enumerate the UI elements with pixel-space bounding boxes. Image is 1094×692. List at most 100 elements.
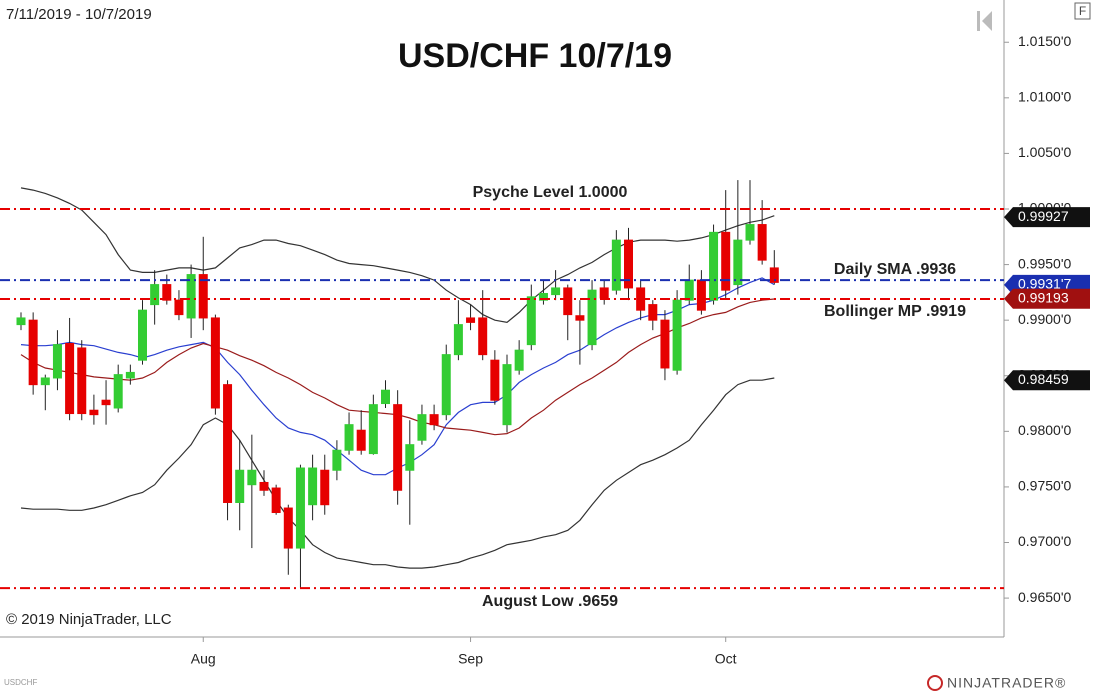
candle-body xyxy=(733,239,743,286)
candle-body xyxy=(52,344,62,379)
candle-body xyxy=(235,469,245,503)
candle-body xyxy=(441,354,451,416)
candle xyxy=(526,284,536,351)
candle xyxy=(453,300,463,361)
candle-body xyxy=(696,279,706,311)
candle-body xyxy=(295,467,305,549)
indicator-line xyxy=(20,377,775,569)
candle-body xyxy=(551,287,561,296)
candle xyxy=(393,390,403,505)
button-label[interactable]: F xyxy=(1079,4,1086,18)
candle xyxy=(563,284,573,341)
candle xyxy=(65,317,75,421)
nav-icon[interactable] xyxy=(977,11,992,31)
candle-body xyxy=(150,284,160,306)
candle xyxy=(478,290,488,361)
price-marker xyxy=(1004,370,1090,391)
candle xyxy=(575,300,585,365)
candle-body xyxy=(684,279,694,301)
candle-body xyxy=(648,304,658,321)
candle-body xyxy=(769,267,779,283)
candle xyxy=(417,404,427,445)
candle-body xyxy=(587,289,597,346)
candle xyxy=(89,394,99,425)
candle xyxy=(551,270,561,301)
candle-body xyxy=(709,231,719,301)
candle-body xyxy=(16,317,26,326)
x-tick-label: Aug xyxy=(191,651,216,667)
logo-icon xyxy=(927,675,943,691)
candle xyxy=(441,344,451,421)
y-tick-label: 0.9750'0 xyxy=(1018,478,1071,494)
candle-body xyxy=(89,409,99,416)
y-tick-label: 0.9900'0 xyxy=(1018,311,1071,327)
candle-body xyxy=(563,287,573,316)
candle xyxy=(769,250,779,285)
candle-body xyxy=(259,481,269,491)
price-marker-label: 0.9931'7 xyxy=(1018,276,1071,292)
nav-icon-arrow xyxy=(982,11,992,31)
candle-body xyxy=(247,469,257,486)
candle-body xyxy=(429,414,439,426)
price-marker xyxy=(1004,288,1090,309)
candle xyxy=(125,364,135,385)
candle-body xyxy=(417,414,427,441)
candle-body xyxy=(368,404,378,455)
candle xyxy=(344,412,354,455)
candle xyxy=(295,464,305,589)
candle xyxy=(672,290,682,375)
candle-body xyxy=(113,374,123,409)
candle xyxy=(52,330,62,391)
candle-body xyxy=(611,239,621,291)
candle xyxy=(466,304,476,331)
candle-body xyxy=(186,274,196,319)
candle xyxy=(514,340,524,375)
candle xyxy=(587,280,597,351)
candle-body xyxy=(514,349,524,371)
level-label: Daily SMA .9936 xyxy=(834,261,956,278)
candle-body xyxy=(453,324,463,356)
y-tick-label: 0.9950'0 xyxy=(1018,255,1071,271)
candle xyxy=(198,236,208,331)
candle-body xyxy=(223,384,233,503)
x-tick-label: Sep xyxy=(458,651,483,667)
candle-body xyxy=(599,287,609,299)
candle-body xyxy=(174,299,184,316)
candle xyxy=(283,504,293,575)
candle xyxy=(101,380,111,425)
candle xyxy=(28,312,38,395)
candle xyxy=(186,264,196,338)
button-box[interactable] xyxy=(1074,2,1091,20)
candle-body xyxy=(757,224,767,261)
candle xyxy=(210,314,220,415)
copyright: © 2019 NinjaTrader, LLC xyxy=(6,611,172,628)
candle-body xyxy=(198,274,208,319)
price-marker xyxy=(1004,207,1090,228)
candle xyxy=(624,227,633,301)
candle xyxy=(308,454,318,521)
candle xyxy=(660,310,670,381)
candle xyxy=(709,224,719,305)
candle-body xyxy=(320,469,330,506)
price-marker-label: 0.98459 xyxy=(1018,371,1069,387)
x-tick-label: Oct xyxy=(715,651,737,667)
candle xyxy=(223,380,233,521)
candle xyxy=(538,280,548,305)
candle-body xyxy=(393,404,403,491)
candle-body xyxy=(624,239,633,289)
candle-body xyxy=(125,371,135,379)
candle xyxy=(320,454,330,515)
candle-body xyxy=(210,317,220,409)
candle xyxy=(16,312,26,331)
candle xyxy=(490,350,500,405)
candle-body xyxy=(271,487,281,513)
y-tick-label: 0.9800'0 xyxy=(1018,422,1071,438)
candle-body xyxy=(28,319,38,386)
y-tick-label: 1.0050'0 xyxy=(1018,144,1071,160)
candle xyxy=(381,380,390,408)
y-tick-label: 0.9700'0 xyxy=(1018,533,1071,549)
candle xyxy=(611,230,621,295)
candle-body xyxy=(745,224,755,241)
candle-body xyxy=(526,296,536,346)
